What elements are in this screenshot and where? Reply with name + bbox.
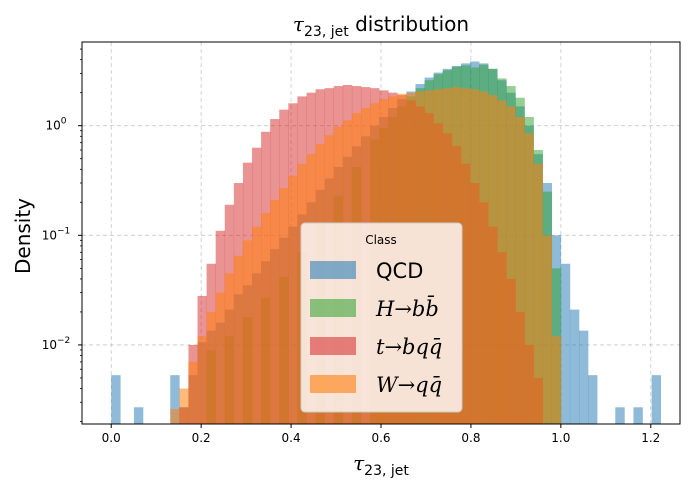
wqq-bar — [224, 273, 235, 424]
x-axis-label: τ23, jet — [353, 451, 409, 479]
wqq-bar — [252, 226, 262, 424]
wqq-bar — [497, 100, 507, 425]
x-tick-label: 0.0 — [102, 431, 121, 445]
y-axis-label: Density — [11, 198, 35, 274]
wqq-bar — [542, 235, 553, 424]
qcd-bar — [578, 330, 589, 424]
wqq-bar — [288, 175, 298, 424]
wqq-bar — [261, 212, 271, 424]
wqq-bar — [460, 88, 471, 425]
chart-title: τ23, jet distribution — [293, 12, 469, 40]
y-tick-label: 10−2 — [42, 336, 71, 352]
legend-title: Class — [365, 233, 397, 247]
wqq-bar — [197, 336, 207, 424]
x-tick-label: 1.2 — [641, 431, 660, 445]
legend-label-qcd: QCD — [376, 259, 423, 283]
wqq-bar — [215, 292, 226, 424]
qcd-bar — [633, 407, 643, 424]
legend-swatch-qcd — [310, 261, 356, 279]
qcd-bar — [615, 407, 625, 424]
legend-swatch-hbb — [310, 299, 356, 317]
wqq-bar — [551, 336, 562, 424]
legend-label-hbb: H→bb̄ — [375, 295, 439, 321]
y-tick-label: 10−1 — [42, 226, 71, 242]
wqq-bar — [488, 95, 498, 424]
wqq-bar — [188, 361, 198, 424]
wqq-bar — [170, 409, 180, 424]
x-axis-ticks: 0.0 0.2 0.4 0.6 0.8 1.0 1.2 — [102, 424, 660, 445]
qcd-bar — [111, 375, 121, 424]
qcd-bar — [170, 375, 180, 424]
x-tick-label: 0.8 — [461, 431, 480, 445]
wqq-bar — [533, 163, 543, 424]
x-tick-label: 1.0 — [551, 431, 570, 445]
wqq-bar — [506, 106, 516, 424]
wqq-bar — [270, 199, 280, 424]
qcd-bar — [569, 309, 580, 424]
legend: Class QCD H→bb̄ t→bqq̄ W→qq̄ — [300, 222, 463, 413]
legend-swatch-wqq — [310, 375, 356, 393]
y-tick-label: 100 — [45, 117, 66, 133]
x-tick-label: 0.6 — [371, 431, 390, 445]
wqq-bar — [242, 240, 253, 424]
wqq-bar — [233, 255, 244, 424]
x-tick-label: 0.2 — [192, 431, 211, 445]
qcd-bar — [588, 375, 598, 424]
legend-label-wqq: W→qq̄ — [376, 373, 442, 397]
wqq-bar — [469, 89, 480, 424]
wqq-bar — [479, 91, 489, 424]
legend-swatch-tbqq — [310, 337, 356, 355]
legend-label-tbqq: t→bqq̄ — [376, 335, 442, 359]
x-tick-label: 0.4 — [282, 431, 301, 445]
y-axis-ticks: 10−2 10−1 100 — [42, 48, 82, 422]
wqq-bar — [524, 133, 534, 424]
qcd-bar — [560, 263, 571, 424]
wqq-bar — [279, 188, 289, 424]
wqq-bar — [206, 311, 216, 424]
wqq-bar — [179, 388, 189, 424]
qcd-bar — [133, 407, 144, 424]
wqq-bar — [515, 117, 525, 424]
qcd-bar — [651, 375, 662, 424]
